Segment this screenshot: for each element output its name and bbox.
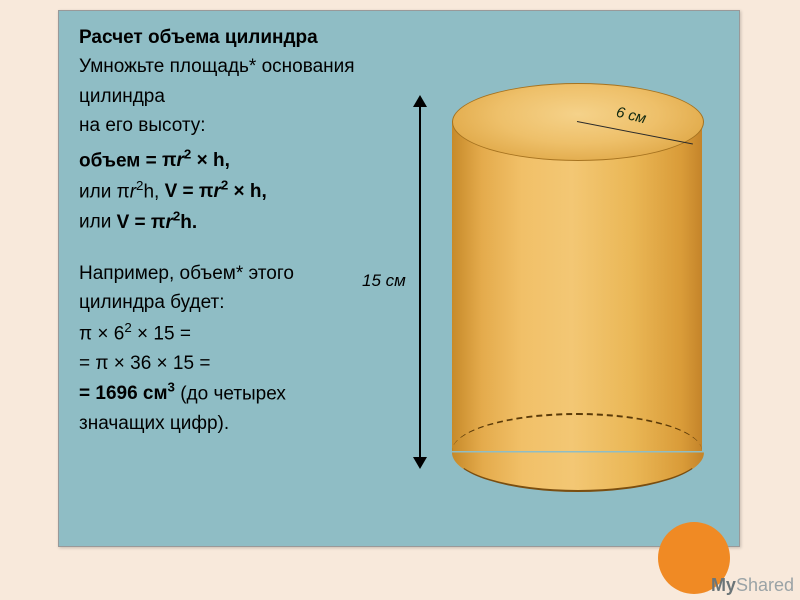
intro-line-2: на его высоту: (79, 111, 439, 140)
formula-block: объем = πr2 × h, или πr2h, V = πr2 × h, … (79, 145, 439, 237)
text-block: Расчет объема цилиндра Умножьте площадь*… (79, 23, 439, 438)
intro-line-1: Умножьте площадь* основания цилиндра (79, 52, 439, 111)
calc-line-1: π × 62 × 15 = (79, 318, 439, 349)
title: Расчет объема цилиндра (79, 23, 439, 52)
watermark: MyShared (711, 575, 794, 596)
example-line-2: цилиндра будет: (79, 288, 439, 317)
cylinder-diagram: 15 см 6 см (404, 51, 734, 511)
cylinder-body (452, 121, 702, 451)
formula-line-2: или πr2h, V = πr2 × h, (79, 176, 439, 207)
calc-line-3: = 1696 см3 (до четырех (79, 378, 439, 409)
formula-line-3: или V = πr2h. (79, 206, 439, 237)
calc-line-4: значащих цифр). (79, 409, 439, 438)
height-label: 15 см (362, 271, 406, 291)
calc-line-2: = π × 36 × 15 = (79, 349, 439, 378)
slide-frame: Расчет объема цилиндра Умножьте площадь*… (58, 10, 740, 547)
arrow-down-icon (413, 457, 427, 469)
height-arrow-line (419, 101, 421, 461)
formula-line-1: объем = πr2 × h, (79, 145, 439, 176)
